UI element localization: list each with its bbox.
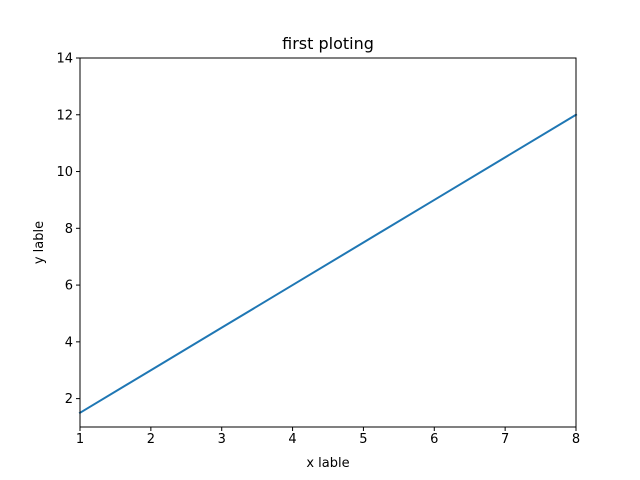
chart-title: first ploting [282, 34, 374, 53]
y-tick-label: 10 [56, 165, 73, 180]
y-tick-label: 12 [56, 108, 73, 123]
y-tick-label: 4 [65, 335, 73, 350]
x-tick-label: 7 [501, 432, 509, 447]
x-tick-label: 4 [288, 432, 296, 447]
y-tick-label: 14 [56, 52, 73, 67]
x-axis-label: x lable [306, 456, 349, 471]
x-tick-label: 6 [430, 432, 438, 447]
plot-frame [79, 57, 577, 428]
y-tick-label: 8 [65, 222, 73, 237]
x-tick-label: 2 [147, 432, 155, 447]
y-axis-label: y lable [32, 221, 47, 264]
x-tick-label: 3 [218, 432, 226, 447]
x-tick-label: 5 [359, 432, 367, 447]
y-tick-label: 2 [65, 392, 73, 407]
x-axis: 1 2 3 4 5 6 7 8 [76, 427, 580, 447]
plot-area [78, 57, 578, 428]
x-tick-label: 8 [572, 432, 580, 447]
y-axis: 2 4 6 8 10 12 14 [56, 52, 80, 407]
plot-background [80, 58, 576, 427]
y-tick-label: 6 [65, 279, 73, 294]
x-tick-label: 1 [76, 432, 84, 447]
series-line [78, 113, 578, 415]
